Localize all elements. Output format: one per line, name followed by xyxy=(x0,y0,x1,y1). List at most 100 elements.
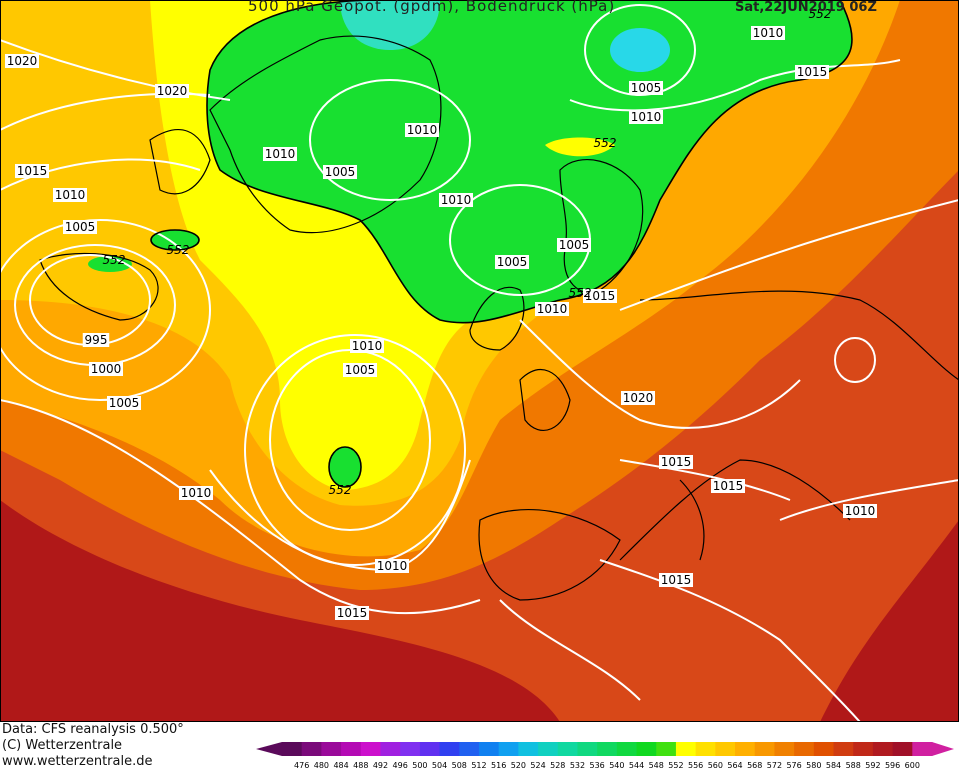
isobar-label-text: 1015 xyxy=(661,573,692,587)
isobar-label-text: 1010 xyxy=(441,193,472,207)
legend-tick-label: 580 xyxy=(806,761,821,770)
copyright-text: (C) Wetterzentrale xyxy=(2,738,123,753)
isobar-label: 1000 xyxy=(89,362,123,376)
legend-swatch xyxy=(341,742,362,756)
legend-tick-label: 504 xyxy=(432,761,447,770)
isobar-label-text: 1015 xyxy=(713,479,744,493)
legend-tick-label: 536 xyxy=(590,761,605,770)
isobar-label: 1010 xyxy=(843,504,877,518)
field-green-blob-2 xyxy=(88,256,132,272)
isobar-label: 1010 xyxy=(263,147,297,161)
legend-swatch xyxy=(597,742,618,756)
legend-swatch xyxy=(321,742,342,756)
legend-swatch xyxy=(419,742,441,756)
isobar-label: 995 xyxy=(82,333,110,347)
map-date: Sat,22JUN2019 06Z xyxy=(735,0,877,15)
isobar-label-text: 1005 xyxy=(497,255,528,269)
isobar-label-text: 1000 xyxy=(91,362,122,376)
map-label-layer: 1020 1020 1015 1010 1005 995 1000 1005 1010 1005 1… xyxy=(5,7,877,620)
legend-swatch xyxy=(439,742,460,756)
legend-swatch xyxy=(656,742,677,756)
legend-tick-label: 496 xyxy=(393,761,408,770)
field-cyan xyxy=(340,0,440,50)
isobar-label: 1010 xyxy=(439,193,473,207)
isobar-label-text: 1015 xyxy=(661,455,692,469)
isobar-label: 1020 xyxy=(155,84,189,98)
legend-swatch xyxy=(695,742,716,756)
legend-swatch xyxy=(518,742,539,756)
legend-swatch xyxy=(459,742,480,756)
isobar-label-text: 1010 xyxy=(407,123,438,137)
field-green xyxy=(207,0,852,323)
height-contour-label: 552 xyxy=(809,7,832,21)
isobar-label: 1005 xyxy=(629,81,663,95)
legend-tick-label: 564 xyxy=(727,761,742,770)
legend-tick-label: 524 xyxy=(530,761,545,770)
isobar-label-text: 1010 xyxy=(631,110,662,124)
color-legend: 476 480 484 488 492 496 500 504 508 512 516 520 524 5… xyxy=(256,742,954,770)
legend-tick-label: 584 xyxy=(826,761,841,770)
legend-tick-label: 484 xyxy=(333,761,348,770)
isobar-label: 1005 xyxy=(323,165,357,179)
legend-tick-label: 544 xyxy=(629,761,644,770)
isobar-label-text: 1010 xyxy=(537,302,568,316)
legend-tick-label: 568 xyxy=(747,761,762,770)
legend-swatch xyxy=(557,742,578,756)
isobar-label-text: 1010 xyxy=(753,26,784,40)
isobar-label-text: 1015 xyxy=(585,289,616,303)
isobar-label-text: 1020 xyxy=(7,54,38,68)
isobar-label: 1015 xyxy=(659,455,693,469)
legend-swatch xyxy=(360,742,381,756)
legend-tick-label: 552 xyxy=(668,761,683,770)
legend-swatch xyxy=(636,742,657,756)
isobar-label-text: 1005 xyxy=(325,165,356,179)
legend-tick-label: 556 xyxy=(688,761,703,770)
legend-swatch xyxy=(675,742,697,756)
isobar-label-text: 1015 xyxy=(797,65,828,79)
isobar-label-text: 1020 xyxy=(623,391,654,405)
legend-tick-label: 476 xyxy=(294,761,309,770)
coastlines xyxy=(39,35,959,601)
legend-tick-label: 520 xyxy=(511,761,526,770)
isobar-label-text: 1010 xyxy=(55,188,86,202)
legend-tick-label: 500 xyxy=(412,761,427,770)
data-source-text: Data: CFS reanalysis 0.500° xyxy=(2,722,184,737)
legend-tick-label: 588 xyxy=(846,761,861,770)
legend-swatch xyxy=(754,742,775,756)
isobar-label: 1015 xyxy=(15,164,49,178)
isobar-label-text: 1005 xyxy=(109,396,140,410)
legend-tick-label: 592 xyxy=(865,761,880,770)
height-contour-label: 552 xyxy=(167,243,190,257)
isobar-label: 1020 xyxy=(5,54,39,68)
legend-swatch xyxy=(872,742,894,756)
isobar-label-text: 1010 xyxy=(845,504,876,518)
isobar-label: 1015 xyxy=(711,479,745,493)
legend-swatch xyxy=(498,742,519,756)
website-url[interactable]: www.wetterzentrale.de xyxy=(2,754,153,769)
isobar-label: 1015 xyxy=(795,65,829,79)
isobar-label-text: 1015 xyxy=(337,606,368,620)
isobar-label-text: 1005 xyxy=(345,363,376,377)
isobar-label: 1015 xyxy=(659,573,693,587)
isobar-label-text: 1010 xyxy=(181,486,212,500)
legend-tick-label: 572 xyxy=(767,761,782,770)
legend-tick-label: 488 xyxy=(353,761,368,770)
isobar-label: 1020 xyxy=(621,391,655,405)
height-contour-label: 552 xyxy=(569,286,592,300)
isobar-label-text: 1010 xyxy=(377,559,408,573)
legend-tick-label: 480 xyxy=(314,761,329,770)
isobar-label: 1005 xyxy=(343,363,377,377)
height-contour-label: 552 xyxy=(594,136,617,150)
legend-swatch xyxy=(794,742,815,756)
isobar-label: 1010 xyxy=(751,26,785,40)
isobar-label-text: 1020 xyxy=(157,84,188,98)
legend-tick-label: 600 xyxy=(905,761,920,770)
field-green-blob-1 xyxy=(151,230,199,250)
legend-tick-label: 512 xyxy=(471,761,486,770)
isobar-label: 1005 xyxy=(107,396,141,410)
isobar-label: 1005 xyxy=(63,220,97,234)
legend-swatch xyxy=(282,742,303,756)
legend-swatch xyxy=(380,742,401,756)
isobar-label: 1015 xyxy=(335,606,369,620)
isobar-label-text: 1010 xyxy=(352,339,383,353)
